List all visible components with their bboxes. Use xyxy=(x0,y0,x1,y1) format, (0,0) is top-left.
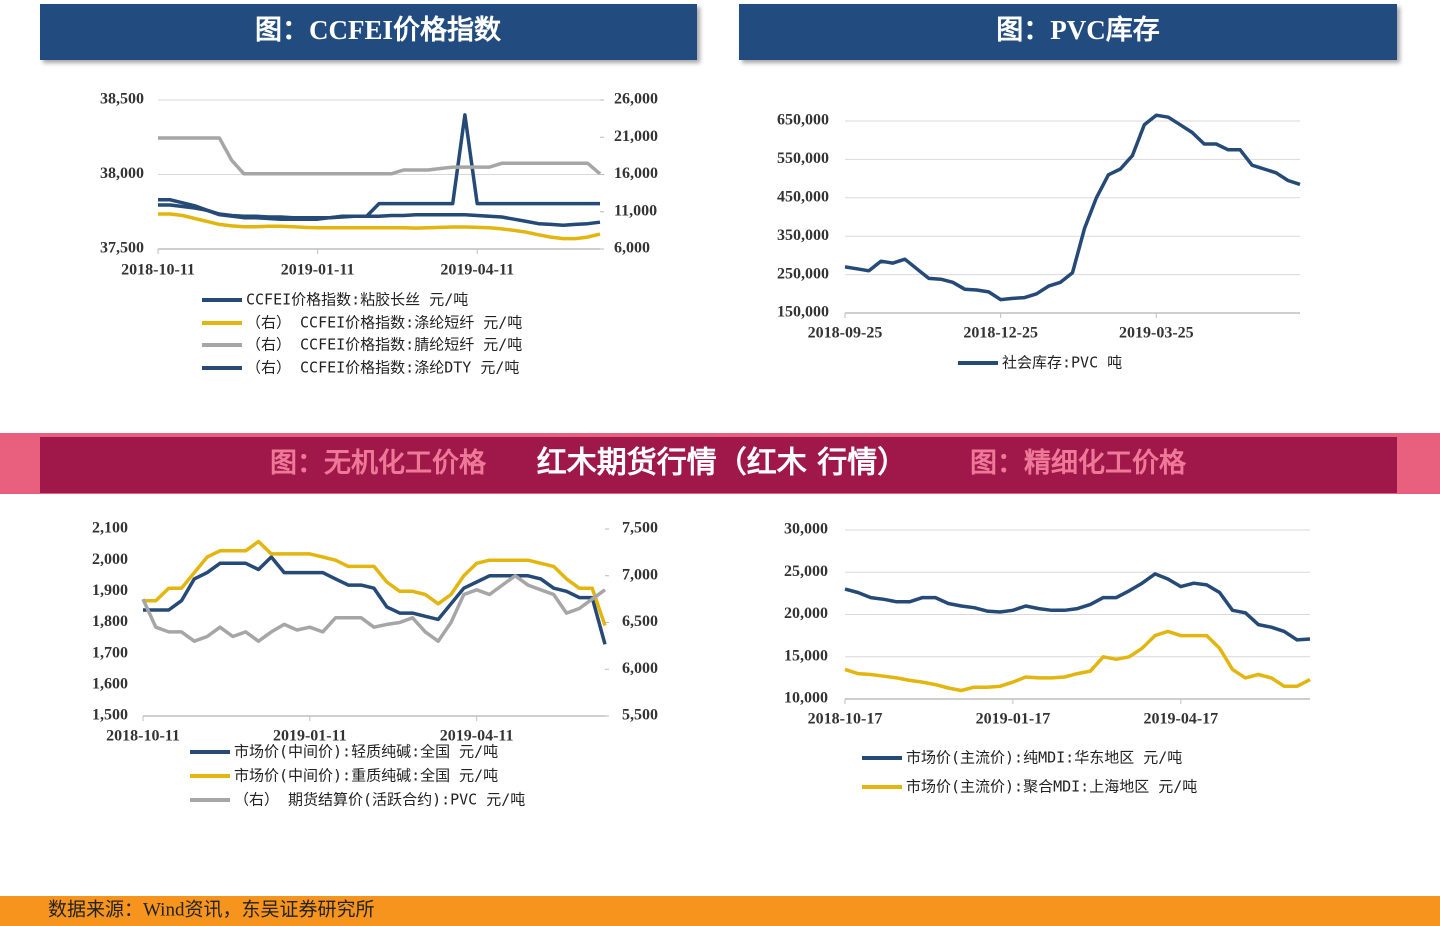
title-box xyxy=(739,4,1397,60)
series-line xyxy=(143,555,607,645)
chart-title: 图：PVC库存 xyxy=(996,15,1160,45)
y-tick-label: 10,000 xyxy=(784,690,828,707)
x-tick-label: 2019-01-17 xyxy=(976,711,1051,728)
legend-label: 市场价(主流价):纯MDI:华东地区 元/吨 xyxy=(906,749,1182,767)
series-line xyxy=(158,212,601,241)
y-tick-label: 38,000 xyxy=(100,165,144,182)
y-tick-label: 1,900 xyxy=(92,582,128,599)
y-tick-label: 25,000 xyxy=(784,563,828,580)
legend-label: （右） CCFEI价格指数:涤纶DTY 元/吨 xyxy=(246,359,519,377)
legend-label: （右） CCFEI价格指数:涤纶短纤 元/吨 xyxy=(246,314,522,332)
series-line xyxy=(844,113,1301,302)
x-tick-label: 2019-04-11 xyxy=(440,262,514,279)
y-tick-label: 650,000 xyxy=(777,112,829,129)
legend-label: 社会库存:PVC 吨 xyxy=(1002,354,1122,372)
y2-tick-label: 6,000 xyxy=(622,660,658,677)
y-tick-label: 1,500 xyxy=(92,707,128,724)
source-note: 数据来源：Wind资讯，东吴证券研究所 xyxy=(48,898,374,920)
y2-tick-label: 26,000 xyxy=(614,91,658,108)
y2-tick-label: 11,000 xyxy=(614,202,657,219)
y-tick-label: 2,100 xyxy=(92,520,128,537)
legend-label: 市场价(中间价):轻质纯碱:全国 元/吨 xyxy=(234,743,498,761)
x-tick-label: 2019-04-11 xyxy=(440,728,514,745)
x-tick-label: 2019-03-25 xyxy=(1119,325,1194,342)
chart-title: 图：精细化工价格 xyxy=(970,447,1187,478)
x-tick-label: 2019-04-17 xyxy=(1144,711,1219,728)
y2-tick-label: 7,500 xyxy=(622,520,658,537)
y2-tick-label: 6,000 xyxy=(614,240,650,257)
series-line xyxy=(141,574,607,643)
series-line xyxy=(844,629,1311,693)
legend-label: CCFEI价格指数:粘胶长丝 元/吨 xyxy=(246,291,468,309)
y-tick-label: 20,000 xyxy=(784,605,828,622)
y2-tick-label: 16,000 xyxy=(614,165,658,182)
x-tick-label: 2018-09-25 xyxy=(808,325,883,342)
x-tick-label: 2018-10-11 xyxy=(121,262,195,279)
y-tick-label: 30,000 xyxy=(784,521,828,538)
y-tick-label: 250,000 xyxy=(777,265,829,282)
y2-tick-label: 7,000 xyxy=(622,566,658,583)
series-line xyxy=(143,539,607,627)
series-line xyxy=(158,136,602,176)
y2-tick-label: 5,500 xyxy=(622,707,658,724)
legend-label: （右） 期货结算价(活跃合约):PVC 元/吨 xyxy=(234,791,525,809)
footer-bar xyxy=(0,896,1440,926)
y-tick-label: 1,600 xyxy=(92,676,128,693)
series-line xyxy=(844,572,1311,642)
series-line xyxy=(158,113,600,221)
x-tick-label: 2018-12-25 xyxy=(963,325,1038,342)
legend-label: 市场价(中间价):重质纯碱:全国 元/吨 xyxy=(234,767,498,785)
y-tick-label: 1,800 xyxy=(92,613,128,630)
y2-tick-label: 6,500 xyxy=(622,613,658,630)
title-box xyxy=(40,4,697,60)
overlay-text: 红木期货行情（红木 行情） xyxy=(537,446,907,481)
series-line xyxy=(158,203,601,227)
x-tick-label: 2018-10-17 xyxy=(808,711,883,728)
y-tick-label: 450,000 xyxy=(777,188,829,205)
x-tick-label: 2019-01-11 xyxy=(273,728,347,745)
y2-tick-label: 21,000 xyxy=(614,128,658,145)
x-tick-label: 2018-10-11 xyxy=(106,728,180,745)
y-tick-label: 150,000 xyxy=(777,304,829,321)
y-tick-label: 2,000 xyxy=(92,551,128,568)
chart-title: 图：无机化工价格 xyxy=(270,448,487,478)
y-tick-label: 38,500 xyxy=(100,91,144,108)
x-tick-label: 2019-01-11 xyxy=(281,262,355,279)
y-tick-label: 350,000 xyxy=(777,227,829,244)
y-tick-label: 1,700 xyxy=(92,644,128,661)
y-tick-label: 15,000 xyxy=(784,647,828,664)
y-tick-label: 550,000 xyxy=(777,150,829,167)
chart-title: 图：CCFEI价格指数 xyxy=(255,15,502,45)
y-tick-label: 37,500 xyxy=(100,240,144,257)
legend-label: 市场价(主流价):聚合MDI:上海地区 元/吨 xyxy=(906,778,1197,796)
legend-label: （右） CCFEI价格指数:腈纶短纤 元/吨 xyxy=(246,336,522,354)
title-box xyxy=(40,437,1397,493)
